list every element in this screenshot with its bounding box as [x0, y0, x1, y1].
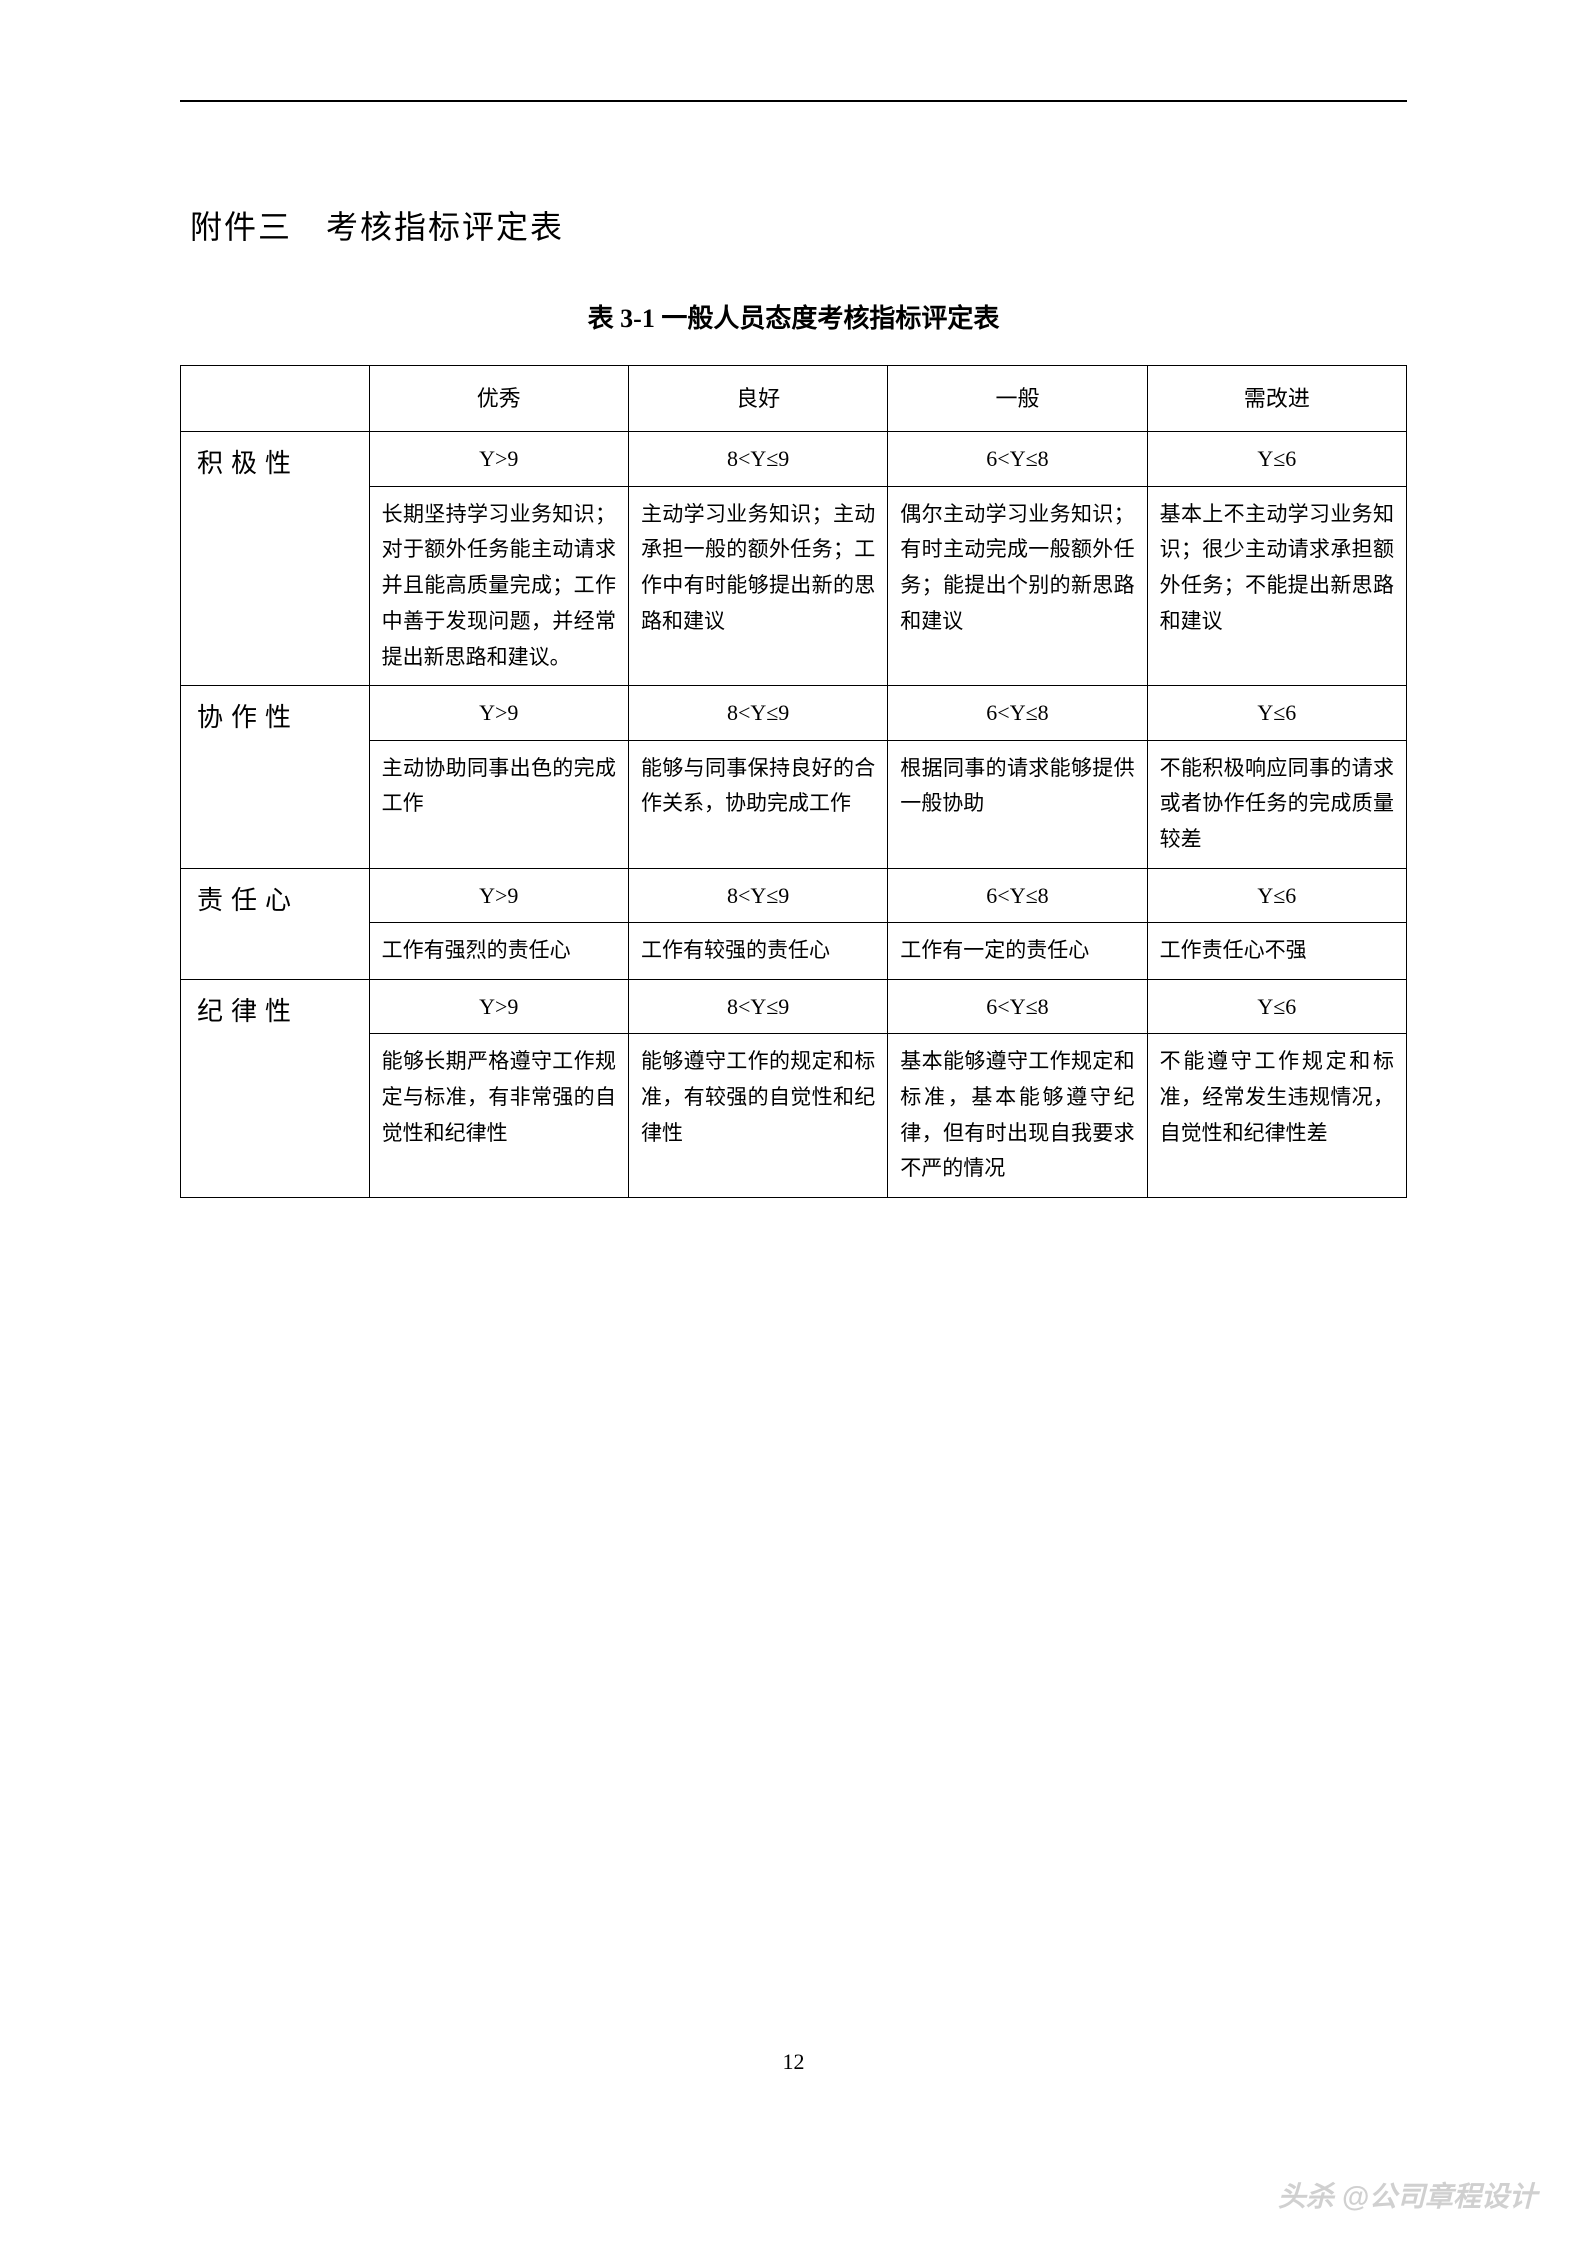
score-cell: 6<Y≤8 — [888, 979, 1147, 1033]
table-row: 纪律性 Y>9 8<Y≤9 6<Y≤8 Y≤6 — [181, 979, 1407, 1033]
desc-cell: 主动协助同事出色的完成工作 — [369, 740, 628, 868]
header-excellent: 优秀 — [369, 366, 628, 432]
row-label: 积极性 — [181, 432, 370, 686]
score-cell: Y>9 — [369, 432, 628, 486]
score-cell: 8<Y≤9 — [628, 432, 887, 486]
score-cell: Y≤6 — [1147, 432, 1406, 486]
score-cell: Y>9 — [369, 686, 628, 740]
table-row: 积极性 Y>9 8<Y≤9 6<Y≤8 Y≤6 — [181, 432, 1407, 486]
score-cell: 8<Y≤9 — [628, 868, 887, 922]
score-cell: 6<Y≤8 — [888, 432, 1147, 486]
score-cell: Y≤6 — [1147, 868, 1406, 922]
evaluation-table: 优秀 良好 一般 需改进 积极性 Y>9 8<Y≤9 6<Y≤8 Y≤6 长期坚… — [180, 365, 1407, 1198]
page-number: 12 — [0, 2049, 1587, 2075]
desc-cell: 根据同事的请求能够提供一般协助 — [888, 740, 1147, 868]
document-page: 附件三 考核指标评定表 表 3-1 一般人员态度考核指标评定表 优秀 良好 一般… — [0, 0, 1587, 2245]
desc-cell: 偶尔主动学习业务知识；有时主动完成一般额外任务；能提出个别的新思路和建议 — [888, 486, 1147, 685]
row-label: 责任心 — [181, 868, 370, 979]
header-good: 良好 — [628, 366, 887, 432]
table-header-row: 优秀 良好 一般 需改进 — [181, 366, 1407, 432]
desc-cell: 工作有较强的责任心 — [628, 923, 887, 980]
score-cell: Y≤6 — [1147, 979, 1406, 1033]
row-label: 协作性 — [181, 686, 370, 868]
desc-cell: 基本能够遵守工作规定和标准，基本能够遵守纪律，但有时出现自我要求不严的情况 — [888, 1034, 1147, 1198]
desc-cell: 工作有一定的责任心 — [888, 923, 1147, 980]
score-cell: Y>9 — [369, 868, 628, 922]
desc-cell: 长期坚持学习业务知识；对于额外任务能主动请求并且能高质量完成；工作中善于发现问题… — [369, 486, 628, 685]
desc-cell: 工作有强烈的责任心 — [369, 923, 628, 980]
score-cell: Y>9 — [369, 979, 628, 1033]
score-cell: 8<Y≤9 — [628, 686, 887, 740]
score-cell: 8<Y≤9 — [628, 979, 887, 1033]
header-average: 一般 — [888, 366, 1147, 432]
desc-cell: 能够与同事保持良好的合作关系，协助完成工作 — [628, 740, 887, 868]
table-row: 责任心 Y>9 8<Y≤9 6<Y≤8 Y≤6 — [181, 868, 1407, 922]
score-cell: 6<Y≤8 — [888, 868, 1147, 922]
desc-cell: 工作责任心不强 — [1147, 923, 1406, 980]
score-cell: 6<Y≤8 — [888, 686, 1147, 740]
header-rule — [180, 100, 1407, 102]
table-title: 表 3-1 一般人员态度考核指标评定表 — [180, 298, 1407, 335]
desc-cell: 基本上不主动学习业务知识；很少主动请求承担额外任务；不能提出新思路和建议 — [1147, 486, 1406, 685]
desc-cell: 主动学习业务知识；主动承担一般的额外任务；工作中有时能够提出新的思路和建议 — [628, 486, 887, 685]
desc-cell: 不能积极响应同事的请求或者协作任务的完成质量较差 — [1147, 740, 1406, 868]
score-cell: Y≤6 — [1147, 686, 1406, 740]
attachment-title: 附件三 考核指标评定表 — [180, 202, 1407, 248]
desc-cell: 不能遵守工作规定和标准，经常发生违规情况，自觉性和纪律性差 — [1147, 1034, 1406, 1198]
desc-cell: 能够长期严格遵守工作规定与标准，有非常强的自觉性和纪律性 — [369, 1034, 628, 1198]
header-improve: 需改进 — [1147, 366, 1406, 432]
desc-cell: 能够遵守工作的规定和标准，有较强的自觉性和纪律性 — [628, 1034, 887, 1198]
header-blank — [181, 366, 370, 432]
watermark: 头杀 @公司章程设计 — [1278, 2175, 1537, 2215]
row-label: 纪律性 — [181, 979, 370, 1197]
table-row: 协作性 Y>9 8<Y≤9 6<Y≤8 Y≤6 — [181, 686, 1407, 740]
